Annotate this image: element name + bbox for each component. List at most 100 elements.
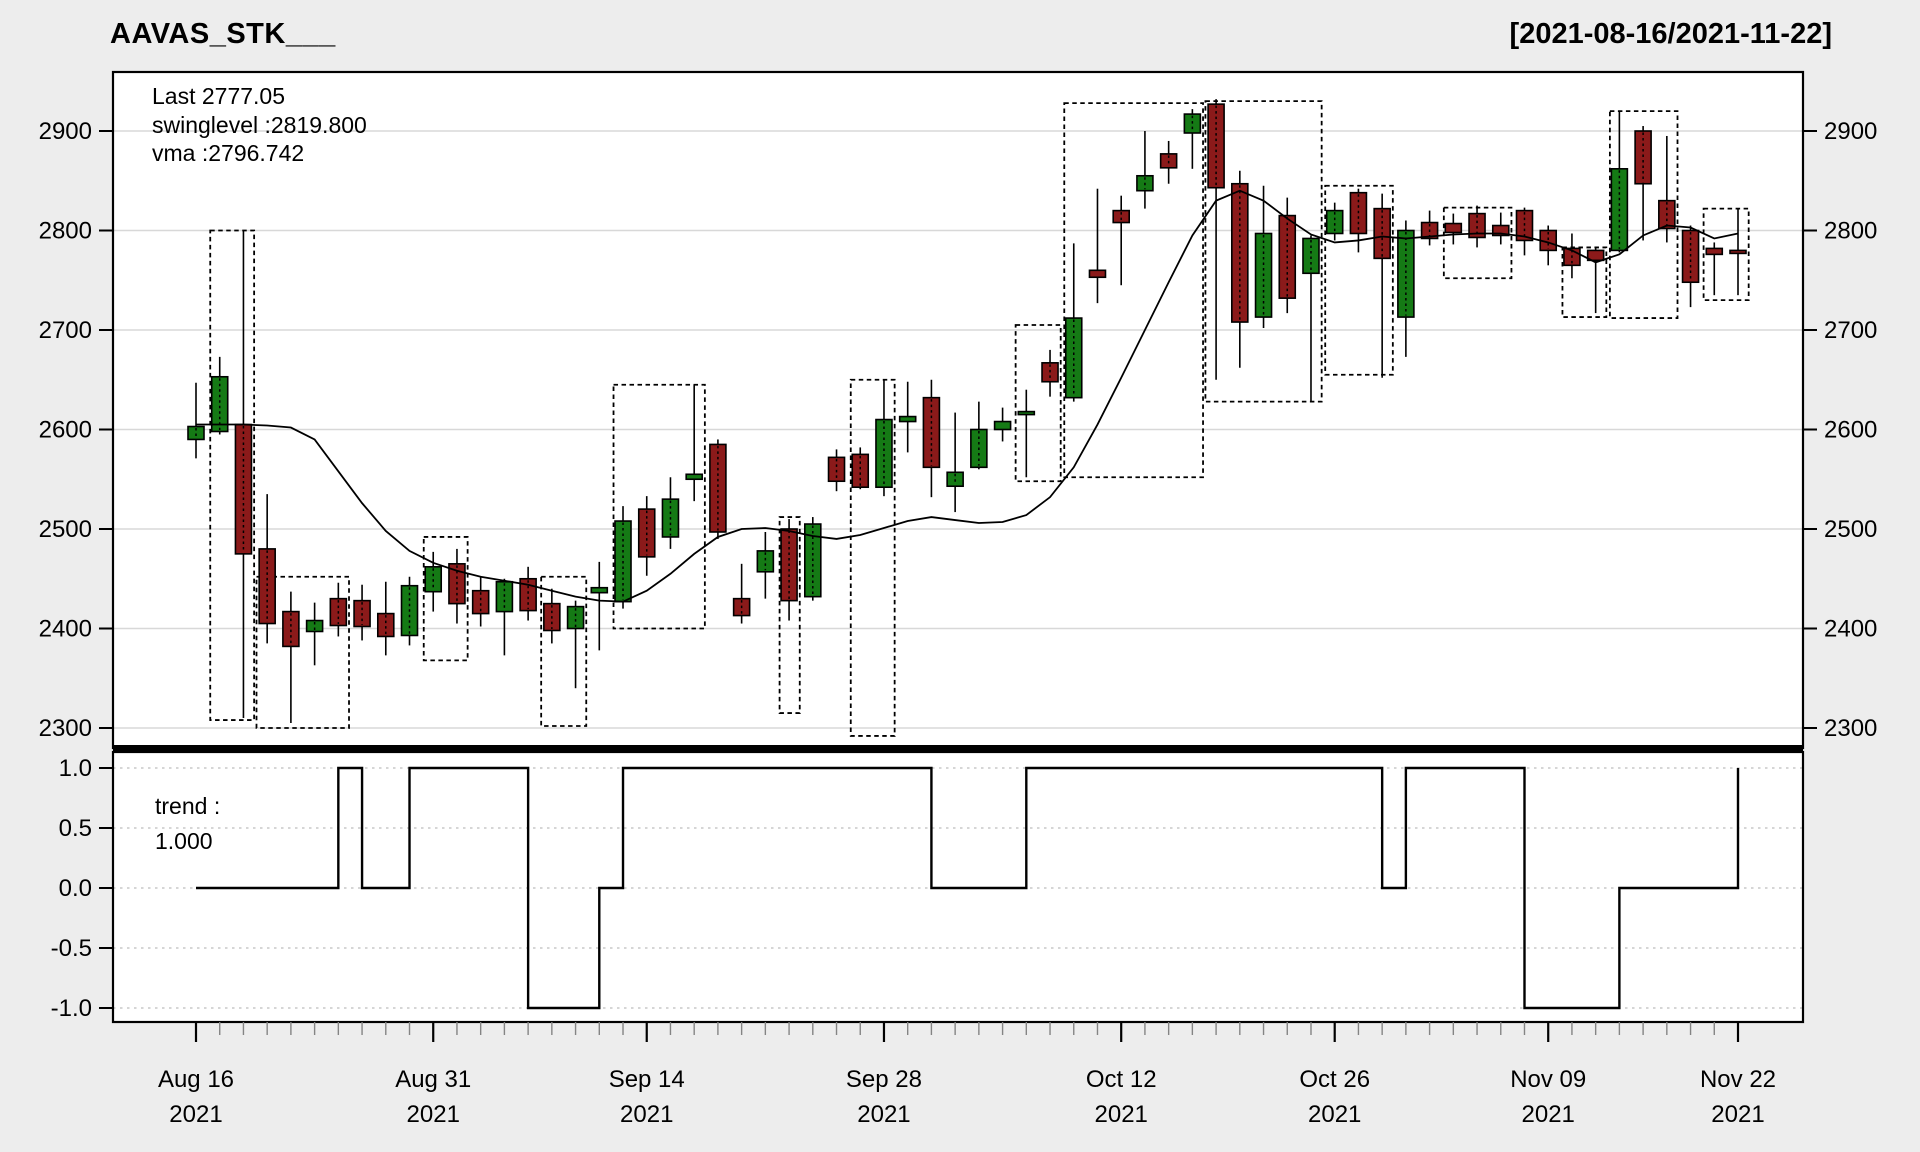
y-tick-label: 2700 xyxy=(1824,317,1877,344)
x-tick-label-date: Aug 31 xyxy=(395,1066,471,1093)
candle xyxy=(1515,207,1534,256)
candle-body-down xyxy=(519,577,537,612)
candle-body-up xyxy=(875,418,893,489)
candle xyxy=(1064,243,1083,402)
candle xyxy=(756,531,775,599)
candle xyxy=(400,576,419,646)
x-axis: Aug 16 2021 Aug 31 2021 Sep 14 2021 Sep 28 2021… xyxy=(158,1022,1776,1128)
candle xyxy=(329,582,348,637)
candle xyxy=(566,600,585,689)
candle xyxy=(875,379,893,497)
candle xyxy=(1373,193,1391,378)
trend-y-tick-label: 0.0 xyxy=(59,875,92,902)
candle xyxy=(1491,212,1510,245)
candle xyxy=(780,519,798,621)
candle xyxy=(993,407,1012,442)
y-tick-label: 2600 xyxy=(39,417,92,444)
candle xyxy=(448,548,466,624)
legend-trend-label: trend : xyxy=(155,793,220,819)
trend-legend: trend : 1.000 xyxy=(155,793,220,854)
candle xyxy=(827,449,846,492)
y-tick-label: 2400 xyxy=(1824,616,1877,643)
trend-y-tick-label: 0.5 xyxy=(59,815,92,842)
swinglevel-box xyxy=(540,575,588,727)
candle xyxy=(970,401,988,470)
swinglevel-box xyxy=(1324,184,1394,376)
candle xyxy=(1325,202,1344,241)
x-tick-label-year: 2021 xyxy=(407,1101,460,1128)
candle-body-down xyxy=(258,548,276,625)
candle xyxy=(1610,111,1629,253)
candle xyxy=(1159,140,1178,184)
candle-body-down xyxy=(1586,249,1605,262)
candle xyxy=(1729,208,1747,296)
candle-body-up xyxy=(993,420,1012,431)
candle xyxy=(471,576,490,627)
y-tick-label: 2800 xyxy=(39,218,92,245)
swinglevel-box xyxy=(422,536,469,662)
x-tick-label-date: Nov 09 xyxy=(1510,1066,1586,1093)
y-axis-left: 2900 2800 2700 2600 2500 2400 2300 xyxy=(39,118,113,742)
swinglevel-box xyxy=(1608,110,1679,319)
candles-series xyxy=(187,99,1747,724)
swinglevel-box xyxy=(1014,324,1062,483)
trend-y-tick-label: -0.5 xyxy=(51,935,92,962)
candle xyxy=(376,581,395,656)
candle-body-down xyxy=(709,443,727,533)
candle xyxy=(1278,197,1297,314)
swinglevel-box xyxy=(209,229,256,721)
candle xyxy=(851,447,870,490)
y-tick-label: 2900 xyxy=(39,118,92,145)
x-tick-label-date: Oct 12 xyxy=(1086,1066,1157,1093)
trend-panel: trend : 1.000 xyxy=(111,750,1805,1024)
candle-body-up xyxy=(590,586,609,594)
x-tick-label-date: Nov 22 xyxy=(1700,1066,1776,1093)
x-tick-label-year: 2021 xyxy=(1308,1101,1361,1128)
candle xyxy=(1634,126,1652,241)
candle xyxy=(1586,247,1605,314)
candle-body-down xyxy=(376,612,395,638)
legend-last: Last 2777.05 xyxy=(152,83,285,109)
candle xyxy=(187,382,205,459)
candle xyxy=(1207,99,1225,380)
candle xyxy=(258,494,276,644)
y-tick-label: 2700 xyxy=(39,317,92,344)
candle xyxy=(210,356,229,435)
candle-body-down xyxy=(471,589,490,615)
candle xyxy=(543,588,561,644)
y-tick-label: 2300 xyxy=(1824,715,1877,742)
candle-body-up xyxy=(424,566,443,593)
candle-body-up xyxy=(1325,209,1344,235)
candle xyxy=(1468,205,1486,248)
x-tick-label-year: 2021 xyxy=(1522,1101,1575,1128)
legend-trend-value: 1.000 xyxy=(155,828,213,854)
panel-separator xyxy=(113,745,1803,751)
candle xyxy=(637,496,656,576)
y-tick-label: 2900 xyxy=(1824,118,1877,145)
candle xyxy=(1088,188,1107,304)
y-tick-label: 2500 xyxy=(1824,516,1877,543)
candle xyxy=(353,584,371,641)
x-tick-label-year: 2021 xyxy=(1095,1101,1148,1128)
candle-body-up xyxy=(566,605,585,630)
candle xyxy=(898,381,917,453)
candle-body-up xyxy=(305,619,324,633)
candle-body-down xyxy=(1468,212,1486,239)
swinglevel-box xyxy=(1204,100,1323,403)
candle-body-up xyxy=(187,425,205,441)
candle xyxy=(1231,170,1249,368)
candle xyxy=(661,477,680,549)
candle xyxy=(1705,242,1724,296)
candle xyxy=(1017,389,1036,478)
candle xyxy=(946,412,964,513)
x-tick-label-year: 2021 xyxy=(169,1101,222,1128)
candle-body-down xyxy=(1705,247,1724,256)
swinglevel-box xyxy=(612,383,706,630)
candle xyxy=(424,551,443,612)
x-tick-label-year: 2021 xyxy=(857,1101,910,1128)
candle-body-down xyxy=(827,456,846,483)
candle-body-up xyxy=(1397,229,1415,318)
candle xyxy=(803,517,822,601)
